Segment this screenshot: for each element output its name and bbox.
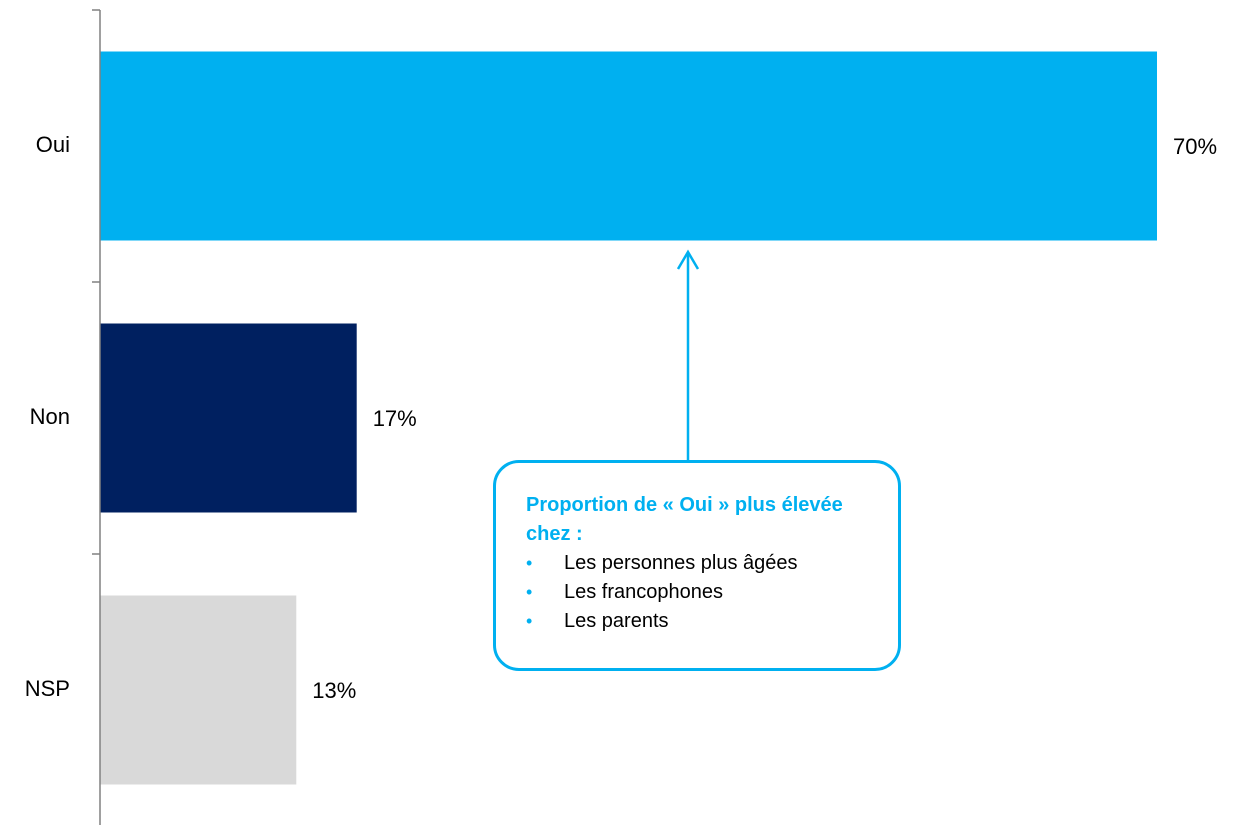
bullet-icon: •: [526, 611, 533, 631]
value-label: 70%: [1173, 134, 1217, 159]
category-label: Oui: [36, 132, 70, 157]
labels-group: Oui 70% Non 17% NSP 13%: [25, 132, 1217, 703]
callout-list-item: • Les personnes plus âgées: [526, 549, 878, 578]
value-label: 17%: [373, 406, 417, 431]
callout-box: Proportion de « Oui » plus élevée chez :…: [493, 460, 901, 671]
callout-arrow-head: [676, 249, 700, 270]
bullet-icon: •: [526, 553, 533, 573]
callout-item-text: Les parents: [564, 610, 669, 632]
callout-title: Proportion de « Oui » plus élevée chez :: [526, 494, 843, 545]
bars-group: [100, 51, 1157, 785]
value-label: 13%: [312, 678, 356, 703]
bar-nsp: [100, 595, 297, 785]
category-axis: [92, 9, 101, 825]
callout-list-item: • Les parents: [526, 607, 878, 636]
category-label: NSP: [25, 676, 70, 701]
category-label: Non: [30, 404, 70, 429]
callout-list-item: • Les francophones: [526, 578, 878, 607]
callout-arrow: [676, 249, 700, 460]
callout-list: • Les personnes plus âgées • Les francop…: [526, 549, 878, 636]
callout-item-text: Les personnes plus âgées: [564, 552, 798, 574]
bullet-icon: •: [526, 582, 533, 602]
bar-oui: [100, 51, 1157, 241]
bar-non: [100, 323, 357, 513]
callout-item-text: Les francophones: [564, 581, 724, 603]
